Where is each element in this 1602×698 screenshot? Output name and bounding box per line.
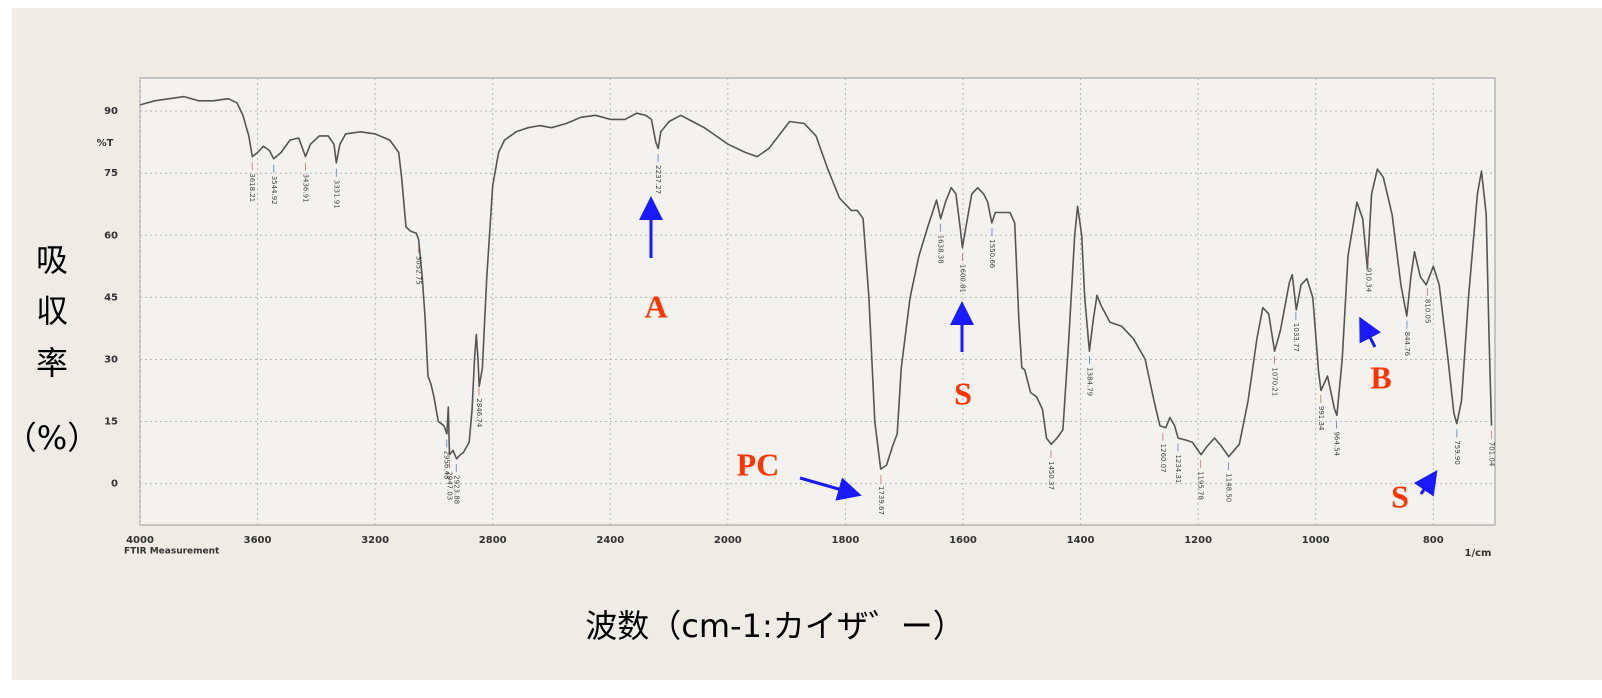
peak-label: 3544.92: [270, 176, 278, 205]
annotation: A: [644, 288, 667, 324]
peak-label: 3618.21: [248, 173, 256, 202]
annotation: S: [1391, 478, 1409, 514]
peak-label: 1148.50: [1224, 473, 1232, 502]
peak-label: 964.54: [1333, 431, 1341, 456]
peak-label: 2923.88: [452, 475, 460, 504]
peak-label: 1600.81: [959, 264, 967, 293]
x-tick-label: 1000: [1302, 535, 1330, 546]
y-tick-label: 0: [111, 479, 118, 490]
peak-label: 701.04: [1487, 442, 1495, 467]
footer-label: FTIR Measurement: [124, 547, 220, 557]
x-tick-label: 800: [1423, 535, 1444, 546]
x-axis-label: 波数（cm-1:カイザ゛ー）: [585, 607, 964, 645]
peak-label: 1033.77: [1292, 323, 1300, 352]
peak-label: 1739.67: [877, 486, 885, 515]
plot-frame: [139, 77, 1496, 526]
annotation-arrow: [1359, 316, 1381, 348]
peak-label: 1195.78: [1197, 471, 1205, 500]
x-tick-label: 1600: [949, 535, 977, 546]
peak-label: 3436.91: [302, 174, 310, 203]
peak-label: 1384.79: [1086, 367, 1094, 396]
y-tick-label: 15: [104, 417, 118, 428]
peak-label: 3052.75: [414, 256, 422, 285]
y-unit-label: %T: [97, 138, 114, 149]
y-tick-label: 75: [104, 168, 118, 179]
peak-label: 1070.21: [1270, 367, 1278, 396]
peak-label: 1234.31: [1174, 454, 1182, 483]
peak-label: 910.34: [1364, 268, 1372, 293]
y-axis-label: （%）: [5, 419, 99, 457]
peak-label: 759.90: [1453, 440, 1461, 465]
x-tick-label: 1400: [1067, 535, 1095, 546]
spectrum-line: [139, 95, 1493, 470]
peak-label: 1638.38: [936, 235, 944, 264]
annotation-arrow: [1413, 470, 1438, 497]
annotation: PC: [737, 446, 780, 482]
y-axis-label: 吸: [36, 241, 68, 279]
annotation-arrow: [799, 476, 862, 501]
x-tick-label: 2400: [596, 535, 624, 546]
y-tick-label: 30: [104, 354, 118, 365]
x-unit-label: 1/cm: [1465, 548, 1492, 559]
peak-label: 2846.74: [475, 398, 483, 427]
x-tick-label: 3600: [244, 535, 272, 546]
peak-label: 1550.66: [988, 239, 996, 268]
y-tick-label: 90: [104, 106, 118, 117]
y-axis-label: 率: [36, 344, 68, 382]
peak-label: 810.05: [1423, 299, 1431, 324]
x-tick-label: 2800: [479, 535, 507, 546]
peak-label: 2956.48: [443, 451, 451, 480]
annotation: B: [1370, 359, 1391, 395]
peak-label: 991.34: [1317, 406, 1325, 431]
x-tick-label: 4000: [126, 535, 154, 546]
y-axis-label: 収: [36, 292, 68, 330]
peak-label: 1450.37: [1047, 461, 1055, 490]
x-tick-label: 2000: [714, 535, 742, 546]
annotation: S: [954, 375, 972, 411]
x-tick-label: 1800: [832, 535, 860, 546]
x-tick-label: 1200: [1184, 535, 1212, 546]
x-tick-label: 3200: [361, 535, 389, 546]
peak-label: 2947.03: [445, 471, 453, 500]
y-tick-label: 60: [104, 230, 118, 241]
peak-label: 2237.27: [654, 165, 662, 194]
peak-label: 1260.07: [1159, 444, 1167, 473]
y-tick-label: 45: [104, 292, 118, 303]
peak-label: 3331.91: [332, 180, 340, 209]
peak-label: 844.76: [1403, 332, 1411, 357]
